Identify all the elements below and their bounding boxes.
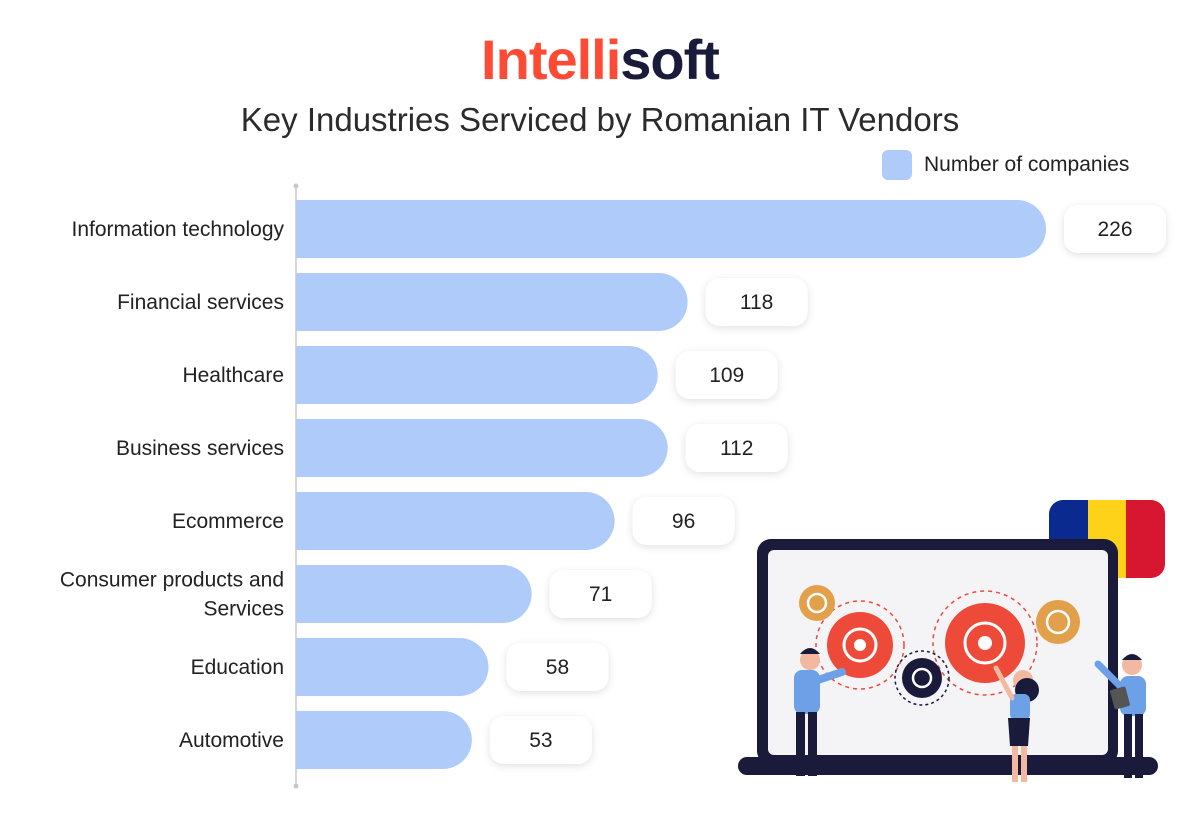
category-label: Consumer products and Services [60, 569, 284, 621]
value-label-bg [685, 424, 788, 472]
gear-icon [894, 650, 950, 706]
category-label: Healthcare [182, 364, 284, 387]
category-label: Information technology [72, 218, 285, 241]
value-label-bg [705, 278, 808, 326]
value-label-bg [506, 643, 609, 691]
gear-icon [815, 600, 905, 690]
chart-legend: Number of companies [882, 150, 1129, 180]
brand-logo-part1: Intelli [481, 28, 621, 91]
value-label: 53 [529, 729, 552, 752]
value-label-bg [489, 716, 592, 764]
bar [296, 200, 1046, 258]
legend-label: Number of companies [924, 153, 1130, 176]
value-label: 109 [709, 364, 744, 387]
value-label: 112 [720, 437, 753, 460]
illustration [738, 500, 1165, 782]
value-label-bg [675, 351, 778, 399]
category-label: Education [191, 656, 284, 679]
axis-end-dot [293, 783, 299, 789]
brand-logo-part2: soft [620, 28, 720, 91]
person-icon [794, 648, 846, 776]
person-icon [993, 665, 1039, 782]
value-label-bg [1064, 205, 1166, 253]
brand-logo: Intellisoft [0, 28, 1200, 92]
chart-title: Key Industries Serviced by Romanian IT V… [240, 101, 960, 138]
gear-icon [799, 585, 835, 621]
value-label-bg [632, 497, 735, 545]
bar [296, 273, 688, 331]
axis-end-dot [293, 183, 299, 189]
category-label: Financial services [117, 291, 284, 314]
gear-icon [932, 590, 1038, 696]
value-label: 58 [546, 656, 569, 679]
bar [296, 419, 668, 477]
value-label: 96 [672, 510, 695, 533]
category-label: Automotive [179, 729, 284, 752]
value-label: 226 [1097, 218, 1132, 241]
legend-swatch [882, 150, 912, 180]
bar [296, 492, 615, 550]
person-icon [1094, 654, 1146, 778]
value-label: 71 [589, 583, 612, 606]
bar [296, 711, 472, 769]
bar [296, 565, 532, 623]
bar [296, 346, 658, 404]
value-label-bg [549, 570, 652, 618]
bar [296, 638, 489, 696]
category-label: Business services [116, 437, 284, 460]
category-label: Ecommerce [172, 510, 284, 533]
gear-icon [1036, 600, 1080, 644]
value-label: 118 [740, 291, 773, 314]
